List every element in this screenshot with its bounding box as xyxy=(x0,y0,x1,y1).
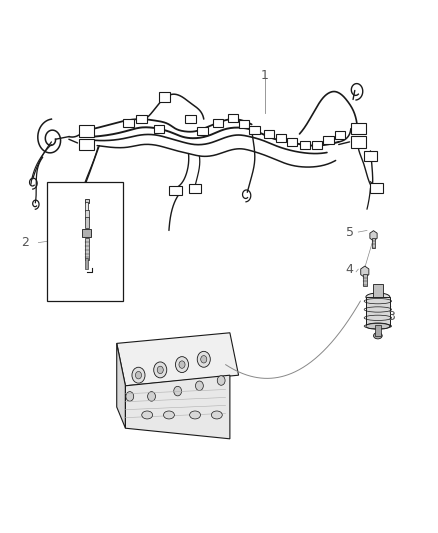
Bar xyxy=(373,284,383,297)
Polygon shape xyxy=(117,333,239,386)
Circle shape xyxy=(132,367,145,383)
Bar xyxy=(364,151,377,161)
Ellipse shape xyxy=(374,333,382,339)
Bar xyxy=(169,186,182,196)
Bar xyxy=(185,115,196,123)
Circle shape xyxy=(197,351,210,367)
Ellipse shape xyxy=(190,411,201,419)
Ellipse shape xyxy=(163,411,174,419)
Bar xyxy=(276,134,286,142)
Bar xyxy=(159,92,170,102)
Circle shape xyxy=(201,356,207,363)
Text: 3: 3 xyxy=(387,310,395,324)
Bar xyxy=(375,325,381,336)
Bar xyxy=(79,139,94,150)
Bar xyxy=(123,119,134,127)
Polygon shape xyxy=(125,375,230,439)
Text: 5: 5 xyxy=(346,225,353,239)
Bar xyxy=(264,130,274,138)
Circle shape xyxy=(176,357,188,373)
Bar xyxy=(213,119,223,127)
Polygon shape xyxy=(117,343,125,428)
Ellipse shape xyxy=(366,293,390,301)
Text: 4: 4 xyxy=(346,263,353,276)
Circle shape xyxy=(154,362,167,378)
Circle shape xyxy=(179,361,185,368)
Bar xyxy=(189,184,201,193)
Bar xyxy=(323,136,334,144)
Bar xyxy=(154,125,164,133)
Text: 1: 1 xyxy=(261,69,268,82)
Bar xyxy=(366,297,390,326)
Bar xyxy=(85,238,89,260)
Bar xyxy=(82,229,92,237)
Bar xyxy=(136,115,147,123)
Bar xyxy=(228,114,238,122)
Bar xyxy=(351,136,366,148)
Bar xyxy=(239,120,250,128)
Bar xyxy=(351,123,366,134)
Ellipse shape xyxy=(142,411,152,419)
Bar xyxy=(335,131,345,139)
Circle shape xyxy=(174,386,182,396)
Circle shape xyxy=(157,366,163,374)
Bar xyxy=(370,183,383,193)
Ellipse shape xyxy=(212,411,222,419)
Ellipse shape xyxy=(366,323,390,329)
Bar xyxy=(79,125,94,137)
Bar xyxy=(287,138,297,146)
Text: 2: 2 xyxy=(21,236,29,249)
Bar xyxy=(197,127,208,135)
Circle shape xyxy=(217,376,225,385)
Circle shape xyxy=(126,392,134,401)
Bar xyxy=(372,238,375,248)
Circle shape xyxy=(195,381,203,391)
Circle shape xyxy=(135,372,141,379)
Bar xyxy=(85,259,88,269)
Bar xyxy=(250,126,260,134)
Circle shape xyxy=(148,392,155,401)
Bar xyxy=(85,209,88,219)
Bar xyxy=(85,202,88,211)
Bar xyxy=(85,199,89,203)
Bar xyxy=(363,274,367,286)
Bar xyxy=(312,141,322,149)
Bar xyxy=(300,141,311,149)
Bar xyxy=(85,217,89,228)
Bar xyxy=(47,182,123,301)
